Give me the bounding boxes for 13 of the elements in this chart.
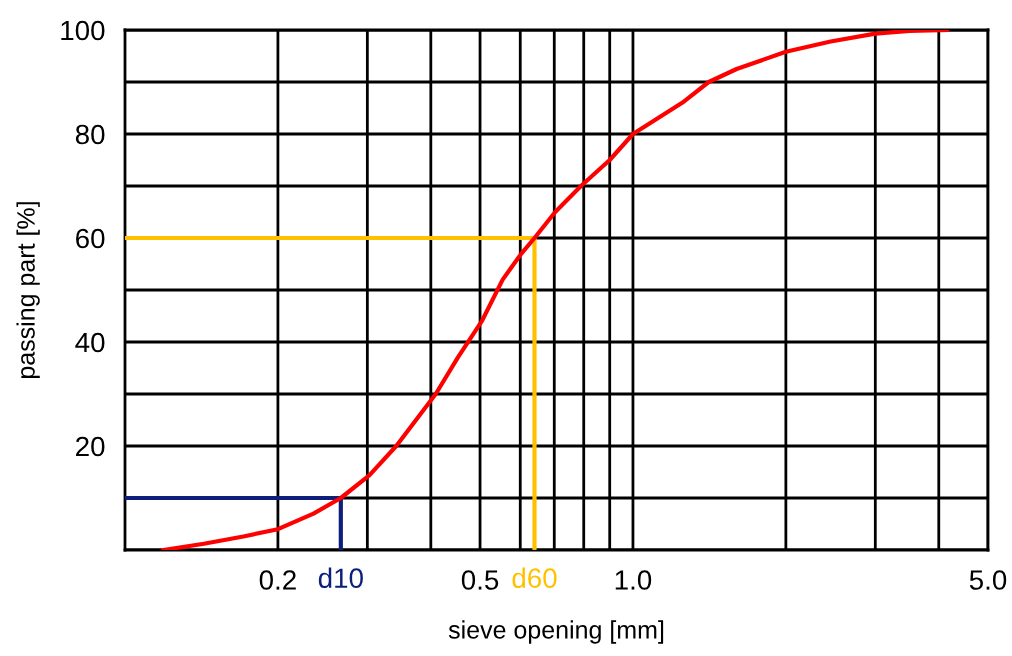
y-axis-title: passing part [%] <box>16 202 40 379</box>
x-tick-label: 0.5 <box>461 570 499 590</box>
y-tick-label: 80 <box>75 124 105 145</box>
x-tick-label: 0.2 <box>259 570 296 590</box>
y-tick-label: 20 <box>76 436 105 457</box>
y-tick-label: 60 <box>76 228 105 249</box>
y-tick-label: 100 <box>61 20 105 41</box>
annotation: d10 <box>318 567 363 589</box>
x-tick-label: 5.0 <box>969 570 1007 590</box>
x-tick-label: 1.0 <box>615 570 652 590</box>
y-tick-label: 40 <box>75 332 105 353</box>
annotation: d60 <box>512 567 557 589</box>
x-axis-title: sieve opening [mm] <box>448 620 664 644</box>
